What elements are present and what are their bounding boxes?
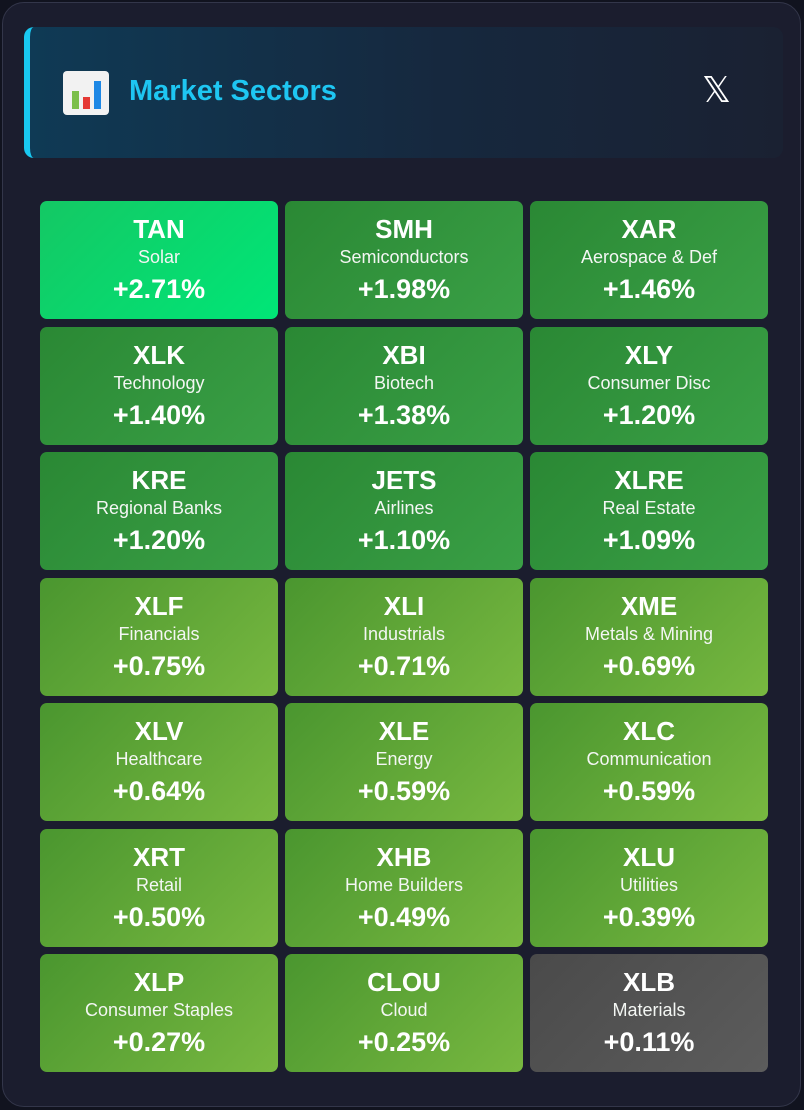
sector-ticker: XLI <box>383 590 425 621</box>
sector-change: +0.71% <box>357 650 451 681</box>
sector-change: +0.27% <box>112 1027 206 1057</box>
sector-change: +0.64% <box>112 776 206 806</box>
card-header: Market Sectors 𝕏 <box>24 27 783 158</box>
sector-change: +1.38% <box>357 399 451 430</box>
sector-name: Cloud <box>380 1000 428 1020</box>
sector-tile-xlf[interactable]: XLF Financials +0.75% <box>40 577 278 696</box>
sector-tile-xrt[interactable]: XRT Retail +0.50% <box>40 828 278 947</box>
sector-change: +0.11% <box>603 1027 695 1057</box>
sector-tile-xli[interactable]: XLI Industrials +0.71% <box>285 577 523 696</box>
sector-tile-clou[interactable]: CLOU Cloud +0.25% <box>285 954 523 1072</box>
sector-name: Utilities <box>619 874 678 895</box>
sector-tile-xlb[interactable]: XLB Materials +0.11% <box>530 954 768 1072</box>
sector-change: +0.25% <box>357 1027 451 1057</box>
sector-tile-xlk[interactable]: XLK Technology +1.40% <box>40 326 278 445</box>
sector-name: Consumer Disc <box>587 372 711 393</box>
sector-ticker: XLF <box>134 590 184 621</box>
sector-tile-xlre[interactable]: XLRE Real Estate +1.09% <box>530 452 768 570</box>
sector-change: +0.39% <box>602 901 696 932</box>
sector-name: Technology <box>113 372 205 393</box>
sector-change: +0.49% <box>357 901 451 932</box>
sector-tile-xlv[interactable]: XLV Healthcare +0.64% <box>40 703 278 821</box>
sector-change: +1.20% <box>112 525 206 555</box>
sector-name: Healthcare <box>115 749 203 769</box>
sector-ticker: XLU <box>623 841 675 872</box>
bar-chart-icon <box>63 71 109 115</box>
sector-name: Semiconductors <box>339 247 469 267</box>
sector-ticker: XLV <box>134 716 184 746</box>
sector-ticker: XAR <box>621 214 677 244</box>
sector-name: Solar <box>137 247 181 267</box>
sector-tile-xlc[interactable]: XLC Communication +0.59% <box>530 703 768 821</box>
sector-grid: TAN Solar +2.71% SMH Semiconductors +1.98% XAR… <box>40 201 768 1072</box>
sector-name: Regional Banks <box>95 498 223 518</box>
sector-change: +1.40% <box>112 399 206 430</box>
sector-tile-jets[interactable]: JETS Airlines +1.10% <box>285 452 523 570</box>
sector-tile-xhb[interactable]: XHB Home Builders +0.49% <box>285 828 523 947</box>
sector-change: +0.75% <box>112 650 206 681</box>
sector-change: +0.50% <box>112 901 206 932</box>
sector-ticker: XLY <box>624 339 674 370</box>
sector-tile-xbi[interactable]: XBI Biotech +1.38% <box>285 326 523 445</box>
sector-tile-tan[interactable]: TAN Solar +2.71% <box>40 201 278 319</box>
sector-tile-xlp[interactable]: XLP Consumer Staples +0.27% <box>40 954 278 1072</box>
sector-tile-xle[interactable]: XLE Energy +0.59% <box>285 703 523 821</box>
sector-ticker: XME <box>620 590 678 621</box>
sector-change: +1.09% <box>602 525 696 555</box>
sector-ticker: JETS <box>371 465 437 495</box>
sector-tile-smh[interactable]: SMH Semiconductors +1.98% <box>285 201 523 319</box>
sector-name: Industrials <box>362 623 446 644</box>
sector-ticker: XLC <box>623 716 675 746</box>
sector-ticker: TAN <box>133 214 185 244</box>
sector-name: Communication <box>586 749 712 769</box>
sector-change: +1.46% <box>602 274 696 304</box>
sector-ticker: XLRE <box>614 465 684 495</box>
sector-ticker: XLK <box>133 339 185 370</box>
sector-change: +0.59% <box>357 776 451 806</box>
sector-name: Financials <box>118 623 200 644</box>
sector-name: Consumer Staples <box>84 1000 234 1020</box>
sector-name: Real Estate <box>602 498 696 518</box>
sector-name: Aerospace & Def <box>580 247 718 267</box>
sector-change: +2.71% <box>112 274 206 304</box>
sector-ticker: XLE <box>378 716 430 746</box>
sector-name: Energy <box>375 749 433 769</box>
sector-tile-kre[interactable]: KRE Regional Banks +1.20% <box>40 452 278 570</box>
sector-name: Airlines <box>374 498 434 518</box>
page-title: Market Sectors <box>129 75 337 107</box>
sector-change: +1.20% <box>602 399 696 430</box>
sector-name: Metals & Mining <box>584 623 714 644</box>
sector-change: +1.98% <box>357 274 451 304</box>
sector-change: +0.69% <box>602 650 696 681</box>
sector-ticker: KRE <box>131 465 187 495</box>
sector-ticker: XLB <box>623 967 675 997</box>
x-logo-icon[interactable]: 𝕏 <box>701 70 731 111</box>
sector-name: Biotech <box>373 372 435 393</box>
sector-ticker: CLOU <box>367 967 441 997</box>
sector-ticker: XBI <box>382 339 426 370</box>
sector-tile-xly[interactable]: XLY Consumer Disc +1.20% <box>530 326 768 445</box>
sector-tile-xar[interactable]: XAR Aerospace & Def +1.46% <box>530 201 768 319</box>
sector-change: +0.59% <box>602 776 696 806</box>
sector-tile-xlu[interactable]: XLU Utilities +0.39% <box>530 828 768 947</box>
sector-ticker: XHB <box>376 841 432 872</box>
sector-ticker: XLP <box>133 967 185 997</box>
sector-name: Materials <box>612 1000 686 1020</box>
sector-ticker: XRT <box>133 841 185 872</box>
sector-tile-xme[interactable]: XME Metals & Mining +0.69% <box>530 577 768 696</box>
sector-change: +1.10% <box>357 525 451 555</box>
sector-name: Home Builders <box>344 874 464 895</box>
sector-name: Retail <box>135 874 183 895</box>
sector-ticker: SMH <box>375 214 433 244</box>
